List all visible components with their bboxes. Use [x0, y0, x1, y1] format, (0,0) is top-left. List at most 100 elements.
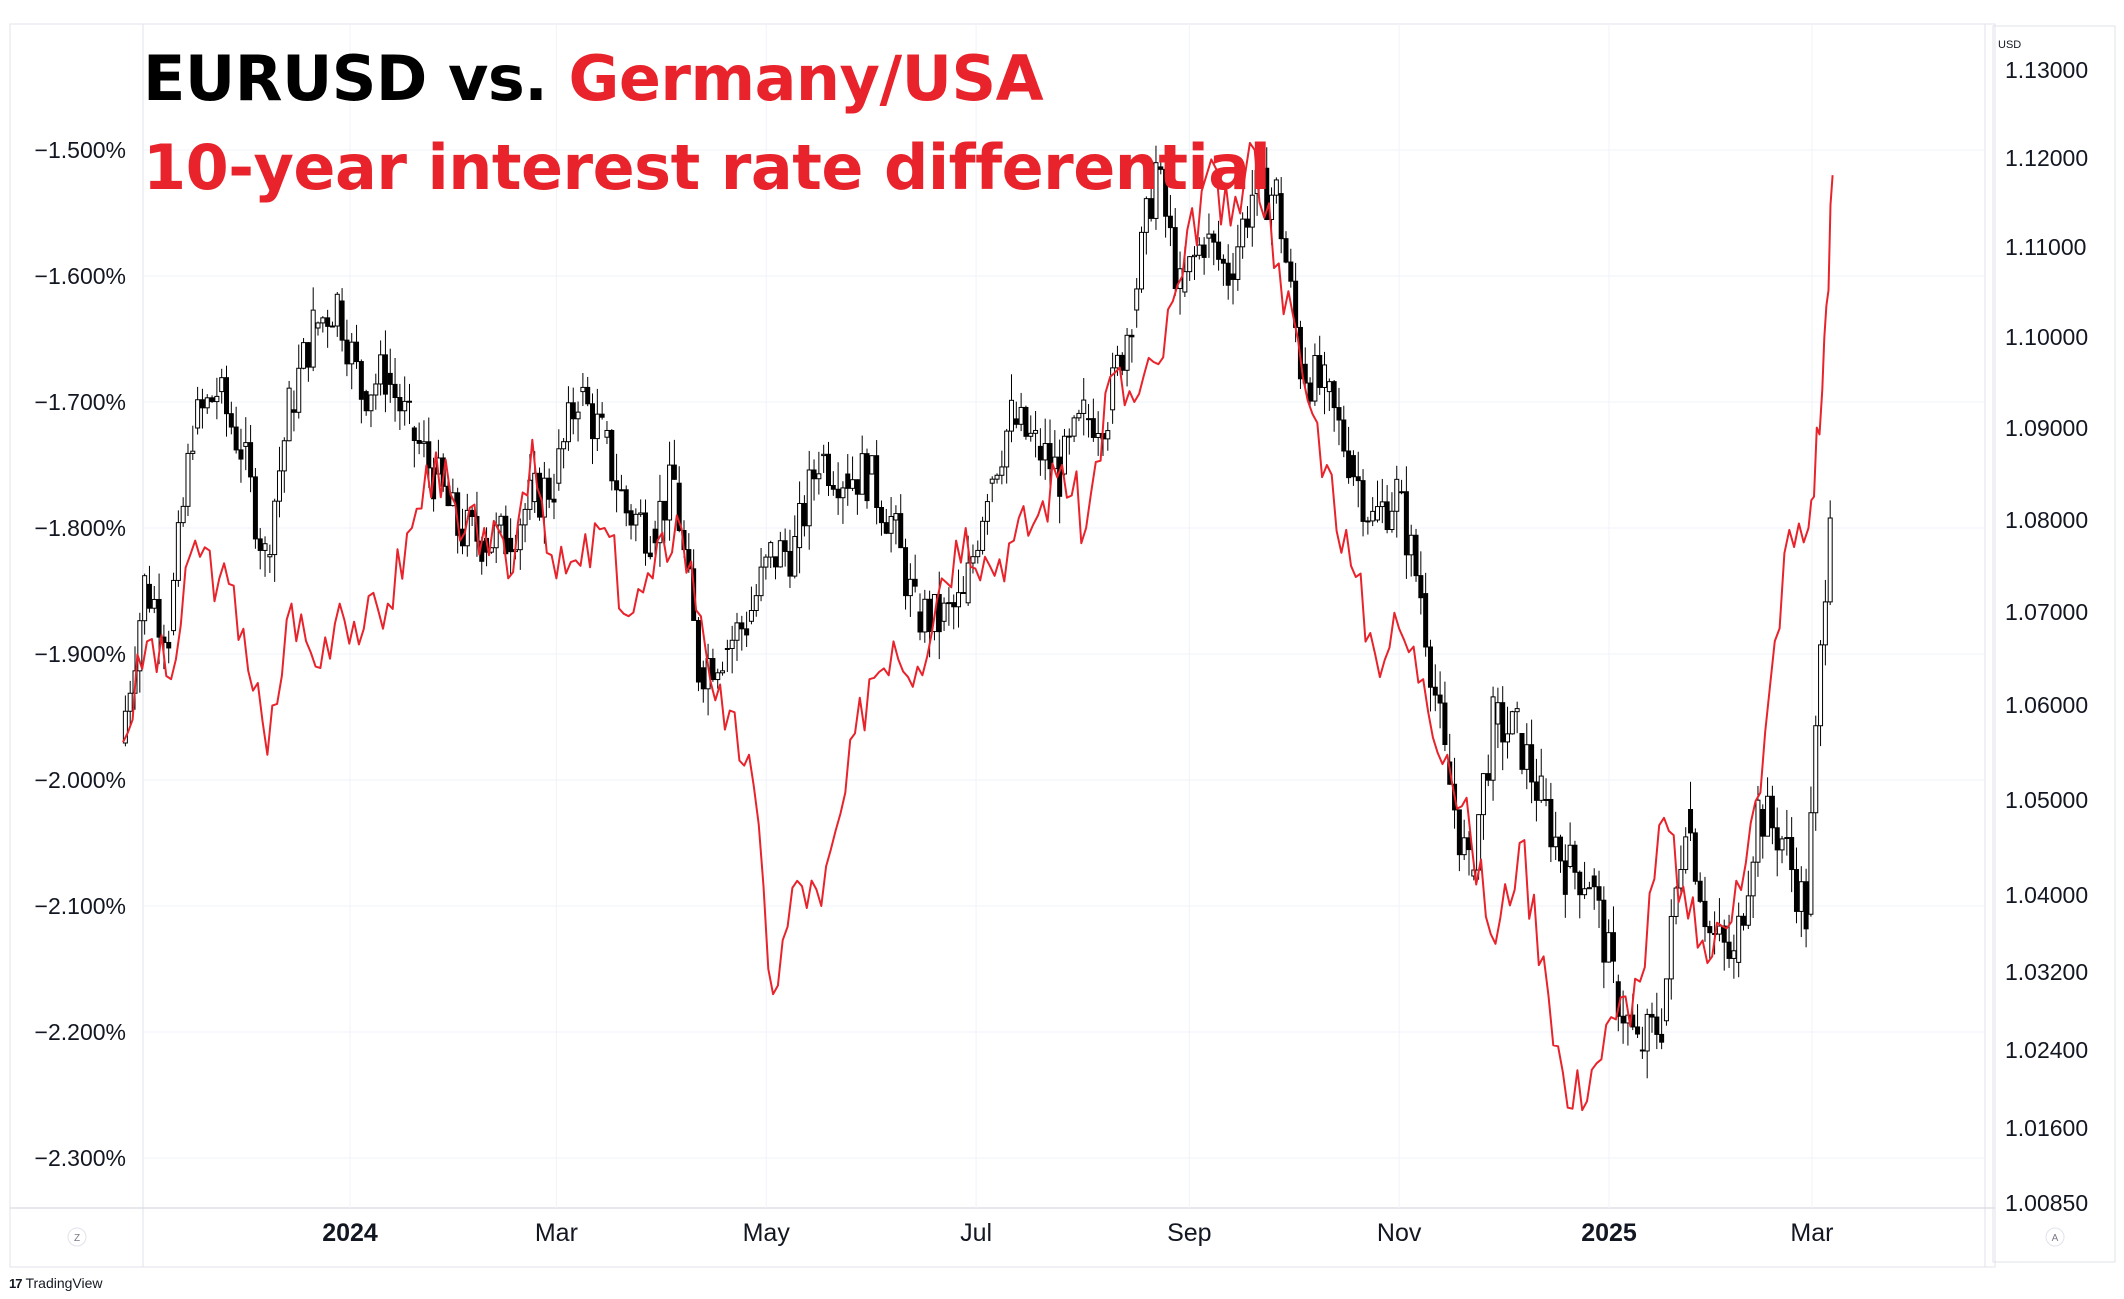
candle-body — [1413, 534, 1419, 577]
candle-body — [146, 583, 152, 609]
candle-body — [1326, 381, 1332, 393]
currency-label: USD — [1998, 39, 2021, 51]
candle-body — [469, 509, 475, 517]
candle-body — [1408, 534, 1414, 556]
candle-body — [1066, 435, 1072, 438]
time-axis-tick-label: Nov — [1377, 1219, 1422, 1247]
rate-differential-line — [122, 141, 1834, 1112]
right-axis-tick-label: 1.11000 — [2005, 234, 2086, 260]
candle-body — [1803, 881, 1809, 930]
left-axis-tick-label: −2.300% — [35, 1145, 126, 1171]
left-axis-tick-label: −2.200% — [35, 1019, 126, 1045]
candle-body — [1582, 888, 1588, 896]
candle-body — [1784, 837, 1790, 840]
candle-body — [835, 488, 841, 499]
candle-body — [1312, 355, 1318, 402]
candle-body — [363, 391, 369, 412]
candle-body — [1360, 480, 1366, 522]
right-axis-tick-label: 1.06000 — [2005, 692, 2088, 718]
left-axis-tick-label: −1.800% — [35, 515, 126, 541]
timezone-corner-label: Z — [74, 1233, 80, 1244]
candle-body — [1596, 886, 1602, 901]
candle-body — [1307, 382, 1313, 402]
candle-body — [1379, 501, 1385, 508]
candle-body — [156, 598, 162, 638]
candle-body — [883, 522, 889, 534]
candle-body — [373, 383, 379, 396]
candle-body — [190, 450, 196, 454]
left-axis-tick-label: −1.500% — [35, 137, 126, 163]
candle-body — [1789, 837, 1795, 871]
candle-body — [984, 501, 990, 522]
candle-body — [638, 512, 644, 515]
candle-body — [1216, 241, 1222, 260]
candle-body — [1557, 836, 1563, 862]
candle-body — [252, 476, 258, 540]
candle-body — [724, 647, 730, 650]
candle-body — [1288, 261, 1294, 282]
candle-body — [758, 566, 764, 597]
candle-body — [358, 361, 364, 400]
candle-body — [801, 502, 807, 527]
candle-body — [387, 372, 393, 385]
candle-body — [994, 474, 1000, 480]
candle-body — [1374, 506, 1380, 521]
candle-body — [1148, 198, 1154, 219]
candle-body — [411, 427, 417, 441]
candle-body — [224, 377, 230, 415]
candle-body — [1384, 501, 1390, 531]
right-axis-tick-label: 1.12000 — [2005, 145, 2088, 171]
candle-body — [604, 429, 610, 438]
right-scale-box — [1992, 25, 2116, 1263]
candle-body — [219, 377, 225, 393]
candle-body — [180, 505, 186, 524]
candle-body — [199, 399, 205, 409]
candle-body — [1716, 925, 1722, 935]
candle-body — [1370, 510, 1376, 522]
candle-body — [1519, 733, 1525, 770]
candle-body — [888, 515, 894, 534]
candle-body — [917, 611, 923, 633]
time-axis-tick-label: Sep — [1167, 1219, 1211, 1247]
candle-body — [893, 513, 899, 521]
candle-body — [907, 578, 913, 597]
candle-body — [1827, 517, 1833, 603]
candle-body — [1139, 231, 1145, 290]
candle-body — [912, 578, 918, 587]
candle-body — [1071, 417, 1077, 437]
candle-body — [773, 556, 779, 568]
candle-body — [291, 409, 297, 413]
candle-body — [1114, 354, 1120, 369]
candle-body — [1206, 233, 1212, 239]
time-axis[interactable]: 2024 Mar May Jul Sep Nov 2025 Mar — [322, 1219, 1833, 1247]
candle-body — [618, 489, 624, 492]
candle-body — [1042, 443, 1048, 461]
candle-body — [1688, 809, 1694, 834]
candle-body — [1480, 773, 1486, 816]
candle-body — [1331, 381, 1337, 409]
candle-body — [1225, 262, 1231, 286]
candle-body — [903, 547, 909, 597]
candle-body — [941, 602, 947, 622]
candle-body — [777, 540, 783, 568]
tradingview-logo-icon: 17 — [9, 1275, 23, 1291]
left-axis: −1.500% −1.600% −1.700% −1.800% −1.900% −2.00… — [35, 137, 126, 1171]
candle-body — [1456, 809, 1462, 856]
right-axis[interactable]: USD 1.13000 1.12000 1.11000 1.10000 1.09000 1.… — [1998, 39, 2088, 1216]
candle-body — [1028, 432, 1034, 437]
chart-title-line-1: EURUSD vs. Germany/USA — [143, 48, 1044, 110]
candle-body — [378, 354, 384, 385]
time-axis-tick-label: May — [743, 1219, 791, 1247]
tradingview-brand[interactable]: 17 TradingView — [9, 1275, 103, 1291]
candle-body — [1187, 256, 1193, 273]
candle-body — [874, 455, 880, 508]
candle-body — [1023, 406, 1029, 437]
candle-body — [816, 473, 822, 480]
candle-body — [878, 506, 884, 524]
candle-body — [368, 394, 374, 412]
candle-body — [310, 309, 316, 368]
candle-body — [276, 470, 282, 502]
candle-body — [782, 540, 788, 552]
candle-body — [1644, 1013, 1650, 1052]
candle-body — [840, 487, 846, 499]
